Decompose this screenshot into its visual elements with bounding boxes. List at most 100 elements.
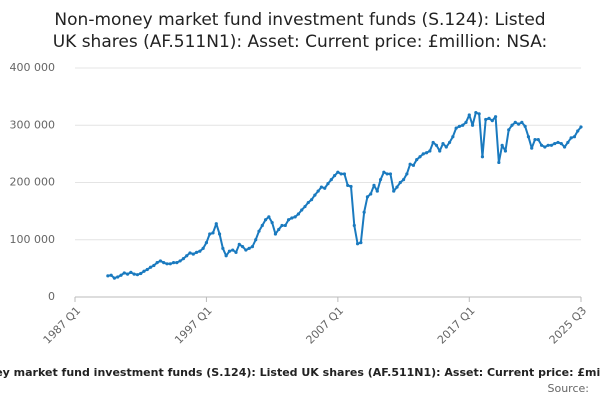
point	[457, 124, 462, 128]
point	[576, 129, 580, 133]
point	[526, 135, 531, 139]
point	[247, 246, 251, 250]
x-tick-label: 1987 Q1	[41, 304, 84, 347]
point	[162, 261, 166, 265]
point	[431, 140, 435, 145]
point	[454, 126, 458, 130]
point	[185, 254, 189, 258]
x-tick-label: 2017 Q1	[435, 304, 478, 347]
point	[309, 198, 314, 202]
point	[467, 113, 471, 117]
point	[398, 180, 402, 185]
y-tick-label: 200 000	[10, 176, 56, 189]
point	[401, 178, 406, 182]
point	[382, 170, 386, 174]
point	[493, 115, 498, 119]
x-tick-label: 2007 Q1	[304, 304, 347, 347]
source: Source:	[548, 382, 590, 395]
point	[122, 271, 126, 275]
point	[204, 241, 209, 245]
point	[145, 267, 149, 272]
point	[336, 170, 340, 174]
point	[500, 143, 504, 147]
point	[339, 172, 343, 176]
point	[129, 270, 133, 274]
point	[579, 125, 583, 129]
point	[477, 112, 481, 116]
point	[231, 248, 235, 252]
point	[273, 232, 278, 236]
point	[165, 262, 169, 266]
point	[388, 172, 393, 176]
point	[395, 185, 399, 189]
point	[313, 193, 317, 197]
point	[424, 151, 429, 155]
point	[267, 215, 271, 219]
point	[536, 137, 540, 142]
point	[106, 274, 110, 278]
point	[227, 249, 232, 253]
point	[415, 158, 419, 162]
point	[392, 189, 396, 193]
point	[520, 120, 524, 124]
point	[224, 254, 228, 258]
point	[447, 140, 452, 145]
point	[257, 229, 261, 233]
point	[556, 140, 560, 145]
point	[263, 218, 268, 222]
point	[119, 273, 123, 277]
point	[211, 231, 215, 235]
point	[434, 143, 439, 147]
point	[109, 273, 113, 277]
point	[155, 261, 159, 265]
point	[323, 186, 327, 190]
point	[497, 160, 501, 165]
point	[546, 143, 550, 147]
point	[208, 232, 212, 236]
point	[444, 145, 448, 149]
point	[260, 223, 264, 228]
point	[359, 241, 363, 245]
point	[116, 275, 120, 279]
point	[135, 273, 140, 277]
point	[214, 222, 218, 226]
point	[385, 172, 389, 176]
point	[539, 143, 544, 147]
point	[194, 250, 199, 254]
point	[112, 276, 117, 280]
point	[168, 262, 172, 266]
point	[139, 271, 143, 276]
point	[181, 257, 186, 261]
point	[421, 152, 425, 156]
point	[572, 135, 577, 139]
line	[107, 111, 582, 280]
point	[217, 232, 222, 236]
point	[142, 269, 146, 273]
point	[306, 200, 310, 205]
chart-title: UK shares (AF.511N1): Asset: Current pri…	[53, 32, 548, 52]
point	[408, 162, 412, 166]
point	[474, 111, 478, 115]
point	[355, 242, 360, 246]
point	[352, 223, 356, 228]
point	[349, 184, 353, 189]
point	[280, 223, 284, 228]
point	[516, 122, 521, 126]
point	[277, 227, 281, 232]
point	[198, 249, 202, 253]
point	[553, 141, 557, 146]
point	[375, 189, 379, 193]
point	[270, 220, 274, 225]
point	[290, 216, 294, 220]
point	[283, 223, 287, 228]
point	[566, 140, 570, 145]
point	[513, 120, 517, 124]
point	[319, 185, 324, 189]
point	[191, 252, 195, 256]
point	[293, 215, 297, 219]
point	[533, 137, 537, 142]
x-tick-label: 2025 Q3	[547, 304, 590, 347]
point	[549, 143, 554, 147]
point	[342, 172, 347, 176]
point	[132, 272, 136, 276]
